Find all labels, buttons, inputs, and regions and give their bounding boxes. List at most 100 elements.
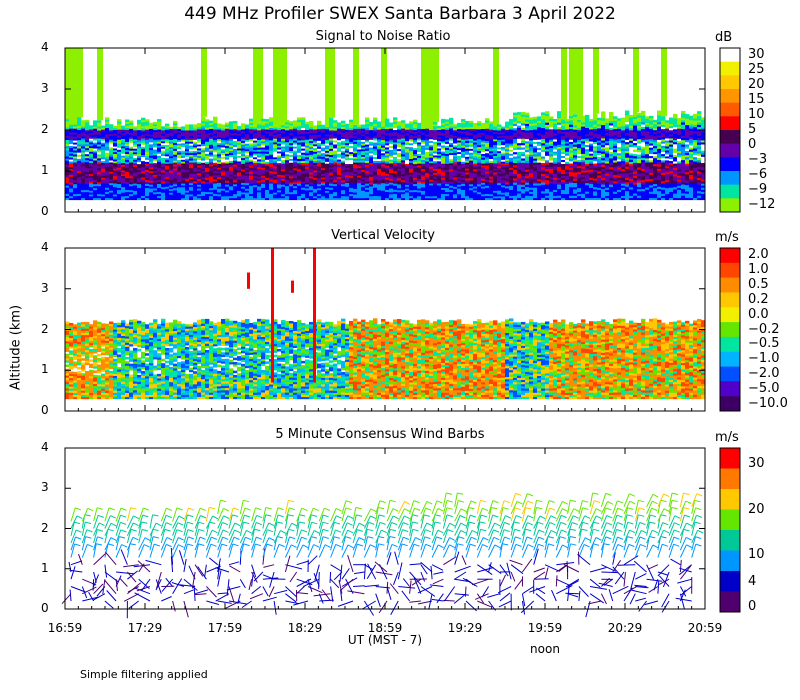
snr-cell <box>357 149 362 152</box>
snr-cell <box>389 143 394 147</box>
snr-cell <box>77 162 82 166</box>
snr-cell <box>93 179 98 183</box>
snr-cell <box>145 191 150 195</box>
snr-cell <box>305 137 310 140</box>
snr-cell <box>433 164 438 168</box>
snr-cell <box>245 160 250 163</box>
snr-cell <box>73 122 78 125</box>
snr-cell <box>497 179 502 182</box>
snr-streak <box>493 48 499 127</box>
snr-cell <box>325 179 330 182</box>
snr-cell <box>493 175 498 179</box>
snr-cell <box>81 154 86 157</box>
snr-cell <box>549 137 554 140</box>
snr-cell <box>245 132 250 135</box>
snr-cell <box>225 124 230 127</box>
snr-cell <box>509 157 514 160</box>
snr-cell <box>245 188 250 191</box>
snr-cell <box>69 128 74 131</box>
snr-cell <box>237 126 242 129</box>
snr-cell <box>197 149 202 153</box>
snr-cell <box>193 180 198 184</box>
snr-cell <box>553 193 558 197</box>
snr-cell <box>189 184 194 187</box>
snr-cell <box>69 122 74 125</box>
snr-cell <box>113 146 118 149</box>
snr-cell <box>385 149 390 152</box>
snr-cell <box>241 138 246 141</box>
snr-cell <box>377 152 382 156</box>
snr-cell <box>113 186 118 190</box>
snr-cell <box>549 141 554 144</box>
snr-cell <box>213 120 218 124</box>
snr-cell <box>405 173 410 176</box>
snr-cell <box>165 174 170 178</box>
snr-cell <box>349 123 354 127</box>
snr-cell <box>329 148 334 151</box>
snr-cell <box>509 181 514 184</box>
snr-cell <box>389 130 394 133</box>
snr-cell <box>421 152 426 155</box>
snr-cell <box>341 164 346 167</box>
snr-cell <box>501 161 506 164</box>
snr-cell <box>165 127 170 130</box>
snr-cell <box>405 127 410 130</box>
snr-cell <box>421 174 426 177</box>
snr-cell <box>313 192 318 195</box>
snr-cell <box>301 160 306 163</box>
snr-cell <box>481 147 486 151</box>
snr-cell <box>553 133 558 136</box>
snr-cell <box>525 156 530 159</box>
snr-cell <box>305 164 310 167</box>
snr-cell <box>245 154 250 157</box>
snr-cell <box>469 181 474 185</box>
snr-cell <box>393 193 398 196</box>
snr-cell <box>189 182 194 186</box>
snr-cell <box>441 175 446 178</box>
snr-cell <box>137 125 142 129</box>
snr-cell <box>173 156 178 159</box>
snr-cell <box>141 193 146 196</box>
snr-cell <box>117 167 122 170</box>
snr-heatmap <box>65 48 706 201</box>
snr-cell <box>161 170 166 173</box>
snr-cell <box>529 131 534 135</box>
snr-cell <box>381 179 386 182</box>
snr-cell <box>421 166 426 170</box>
snr-cell <box>481 167 486 170</box>
snr-cell <box>277 189 282 193</box>
snr-cell <box>505 123 510 126</box>
snr-cell <box>117 169 122 172</box>
snr-cell <box>301 129 306 133</box>
snr-cell <box>321 188 326 191</box>
snr-cell <box>501 131 506 135</box>
snr-cell <box>173 164 178 167</box>
snr-cell <box>213 149 218 153</box>
snr-cell <box>409 174 414 177</box>
snr-cell <box>393 181 398 184</box>
snr-cell <box>525 190 530 194</box>
snr-cell <box>381 151 386 154</box>
snr-cell <box>549 193 554 196</box>
snr-cell <box>313 173 318 176</box>
snr-cell <box>453 135 458 138</box>
snr-cell <box>497 130 502 133</box>
snr-cell <box>169 157 174 160</box>
snr-cell <box>229 152 234 156</box>
snr-cell <box>197 188 202 191</box>
snr-cell <box>373 181 378 184</box>
snr-cell <box>149 167 154 170</box>
snr-cell <box>421 157 426 161</box>
snr-cell <box>369 189 374 193</box>
snr-cell <box>153 178 158 181</box>
snr-cell <box>361 135 366 139</box>
snr-cell <box>165 161 170 164</box>
snr-cell <box>281 188 286 191</box>
snr-cell <box>445 191 450 195</box>
snr-cell <box>173 130 178 134</box>
snr-cell <box>485 197 490 201</box>
snr-cell <box>181 157 186 160</box>
snr-cell <box>421 132 426 135</box>
snr-cell <box>289 142 294 146</box>
snr-cell <box>485 169 490 172</box>
